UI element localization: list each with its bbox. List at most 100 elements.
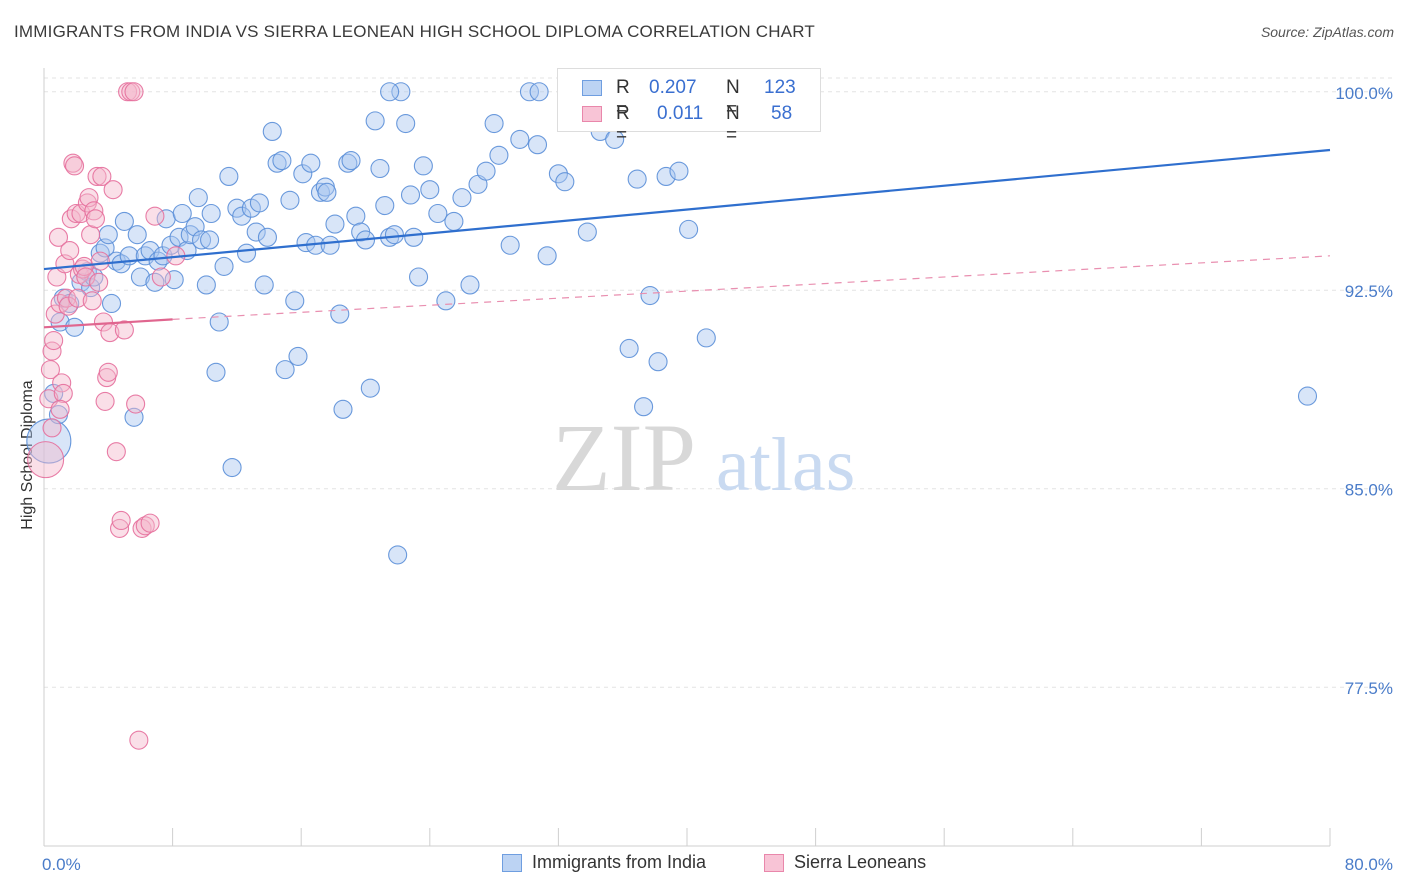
point bbox=[396, 113, 416, 134]
point bbox=[89, 272, 109, 292]
point bbox=[246, 222, 266, 242]
point bbox=[548, 164, 568, 184]
trend-line-india bbox=[43, 148, 1331, 271]
point bbox=[85, 209, 105, 229]
trend-line-sierra-dashed bbox=[172, 255, 1331, 320]
point bbox=[214, 256, 234, 276]
point bbox=[272, 151, 292, 171]
x-tick-label-min: 0.0% bbox=[42, 855, 81, 874]
point bbox=[101, 293, 122, 314]
stats-r-value-sierra: 0.011 bbox=[657, 103, 704, 124]
point bbox=[669, 161, 689, 181]
point bbox=[370, 158, 390, 179]
point bbox=[50, 293, 70, 314]
point bbox=[60, 240, 80, 261]
point bbox=[68, 288, 88, 308]
axes bbox=[43, 68, 1331, 847]
point bbox=[404, 227, 424, 247]
point bbox=[341, 151, 361, 171]
y-tick-labels: 100.0% 92.5% 85.0% 77.5% bbox=[1335, 84, 1393, 698]
point bbox=[201, 203, 221, 224]
point bbox=[375, 196, 395, 216]
stats-n-label: N = bbox=[726, 103, 740, 146]
legend-swatch-india bbox=[502, 854, 522, 872]
point bbox=[338, 153, 358, 173]
point bbox=[333, 399, 353, 419]
point bbox=[388, 545, 408, 565]
point bbox=[380, 82, 400, 102]
point bbox=[98, 225, 118, 245]
legend: Immigrants from India Sierra Leoneans bbox=[0, 852, 1406, 876]
y-tick-label-3: 77.5% bbox=[1345, 679, 1393, 698]
series-india bbox=[26, 82, 1318, 565]
point bbox=[232, 206, 252, 226]
point bbox=[257, 227, 277, 247]
point bbox=[627, 169, 647, 189]
point bbox=[222, 458, 242, 478]
point bbox=[219, 166, 239, 186]
point bbox=[95, 391, 115, 411]
point bbox=[577, 222, 597, 242]
stats-r-label: R = bbox=[616, 77, 630, 120]
point bbox=[384, 225, 404, 245]
point bbox=[413, 156, 433, 176]
point bbox=[489, 145, 509, 165]
point bbox=[188, 188, 208, 208]
point bbox=[640, 285, 660, 306]
legend-swatch-sierra bbox=[764, 854, 784, 872]
point bbox=[151, 267, 171, 287]
point bbox=[408, 267, 429, 287]
x-tick-label-max: 80.0% bbox=[1345, 855, 1393, 874]
point bbox=[40, 360, 60, 380]
point bbox=[527, 135, 548, 155]
watermark-atlas: atlas bbox=[716, 423, 855, 507]
point bbox=[476, 161, 496, 181]
point bbox=[500, 235, 520, 255]
stats-n-label: N = bbox=[726, 77, 740, 120]
point bbox=[656, 166, 676, 186]
point bbox=[58, 296, 78, 316]
stats-n-value-sierra: 58 bbox=[771, 103, 793, 124]
series-layer bbox=[26, 82, 1318, 750]
point bbox=[555, 172, 575, 192]
point bbox=[696, 328, 716, 348]
trend-line-sierra bbox=[43, 318, 173, 329]
point bbox=[254, 275, 274, 295]
point bbox=[98, 362, 118, 382]
point bbox=[87, 166, 107, 186]
point bbox=[452, 188, 472, 208]
series-sierra bbox=[27, 82, 186, 750]
point bbox=[400, 185, 421, 205]
point bbox=[320, 235, 340, 255]
point bbox=[365, 111, 385, 131]
stats-r-label: R = bbox=[616, 103, 630, 146]
point bbox=[126, 394, 146, 414]
point bbox=[111, 510, 131, 531]
point bbox=[510, 129, 530, 149]
point bbox=[346, 206, 366, 226]
point bbox=[191, 230, 212, 250]
point bbox=[110, 518, 130, 538]
stats-n-value-india: 123 bbox=[764, 77, 796, 98]
point bbox=[130, 267, 150, 287]
point bbox=[209, 312, 229, 332]
point bbox=[124, 82, 144, 102]
point bbox=[172, 203, 192, 224]
chart-source: Source: ZipAtlas.com bbox=[1260, 24, 1394, 40]
point bbox=[44, 330, 64, 351]
point bbox=[103, 180, 123, 200]
point bbox=[529, 82, 549, 102]
point bbox=[127, 225, 147, 245]
point bbox=[76, 267, 96, 287]
point bbox=[27, 441, 65, 479]
point bbox=[206, 362, 226, 382]
stats-r-value-india: 0.207 bbox=[649, 77, 697, 98]
point bbox=[519, 82, 540, 102]
point bbox=[288, 346, 308, 366]
point bbox=[420, 180, 440, 200]
point bbox=[391, 82, 411, 102]
point bbox=[444, 211, 464, 231]
point bbox=[537, 246, 557, 266]
point bbox=[106, 442, 126, 462]
gridlines bbox=[44, 77, 1393, 688]
